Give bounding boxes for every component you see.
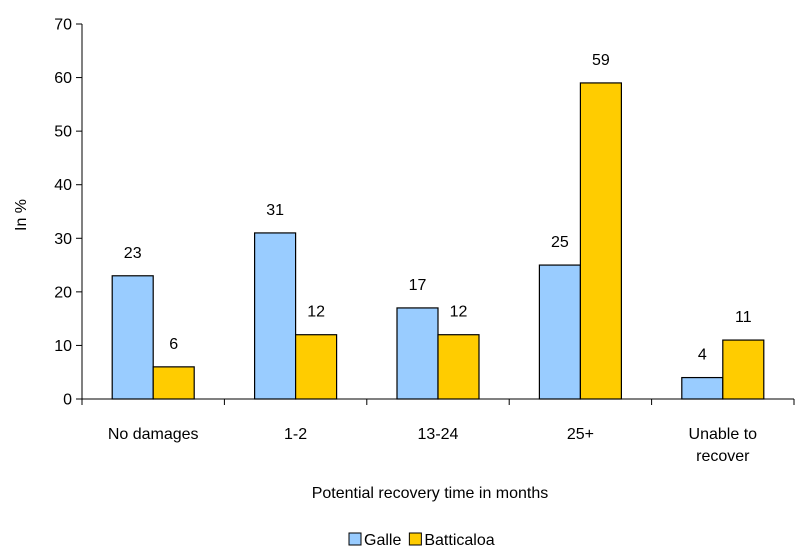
x-tick-label: Unable to [689,426,758,443]
y-tick-label: 30 [54,231,72,248]
bar-galle [681,376,724,400]
y-tick-label: 0 [63,392,72,409]
x-tick-label: 25+ [567,426,594,443]
data-label: 31 [266,202,284,219]
legend-label: Galle [364,532,401,549]
y-axis-title: In % [13,199,30,231]
y-axis: 0 10 20 30 40 50 60 70 [54,17,83,409]
legend-label: Batticaloa [424,532,494,549]
x-tick-label: 13-24 [418,426,459,443]
data-label: 25 [551,234,569,251]
bar-batticaloa [722,339,765,400]
x-tick-label: recover [696,448,750,465]
bars [111,82,765,400]
bar-batticaloa [152,366,195,400]
y-tick-label: 70 [54,17,72,34]
data-label: 12 [307,304,325,321]
bar-galle [396,307,439,400]
bar-galle [538,264,582,400]
y-tick-label: 50 [54,124,72,141]
bar-galle [111,275,154,400]
x-axis-title: Potential recovery time in months [312,485,549,502]
y-tick-label: 40 [54,177,72,194]
data-label: 11 [735,309,752,326]
legend: Galle Batticaloa [348,532,495,549]
data-label: 17 [409,277,427,294]
y-tick-label: 10 [54,338,72,355]
legend-swatch-batticaloa [408,532,422,546]
x-tick-label: 1-2 [284,426,307,443]
x-axis: No damages 1-2 13-24 25+ Unable to recover [81,398,795,465]
bar-batticaloa [579,82,623,400]
bar-galle [254,232,297,400]
bar-batticaloa [437,334,480,400]
data-label: 12 [450,304,468,321]
x-tick-label: No damages [108,426,199,443]
bar-batticaloa [295,334,338,400]
y-tick-label: 20 [54,284,72,301]
y-tick-label: 60 [54,70,72,87]
data-label: 23 [124,245,142,262]
data-label: 59 [592,52,610,69]
data-labels: 23 6 31 12 17 12 25 59 4 11 [124,52,752,364]
legend-swatch-galle [348,532,362,546]
data-label: 6 [169,336,178,353]
data-label: 4 [698,347,707,364]
